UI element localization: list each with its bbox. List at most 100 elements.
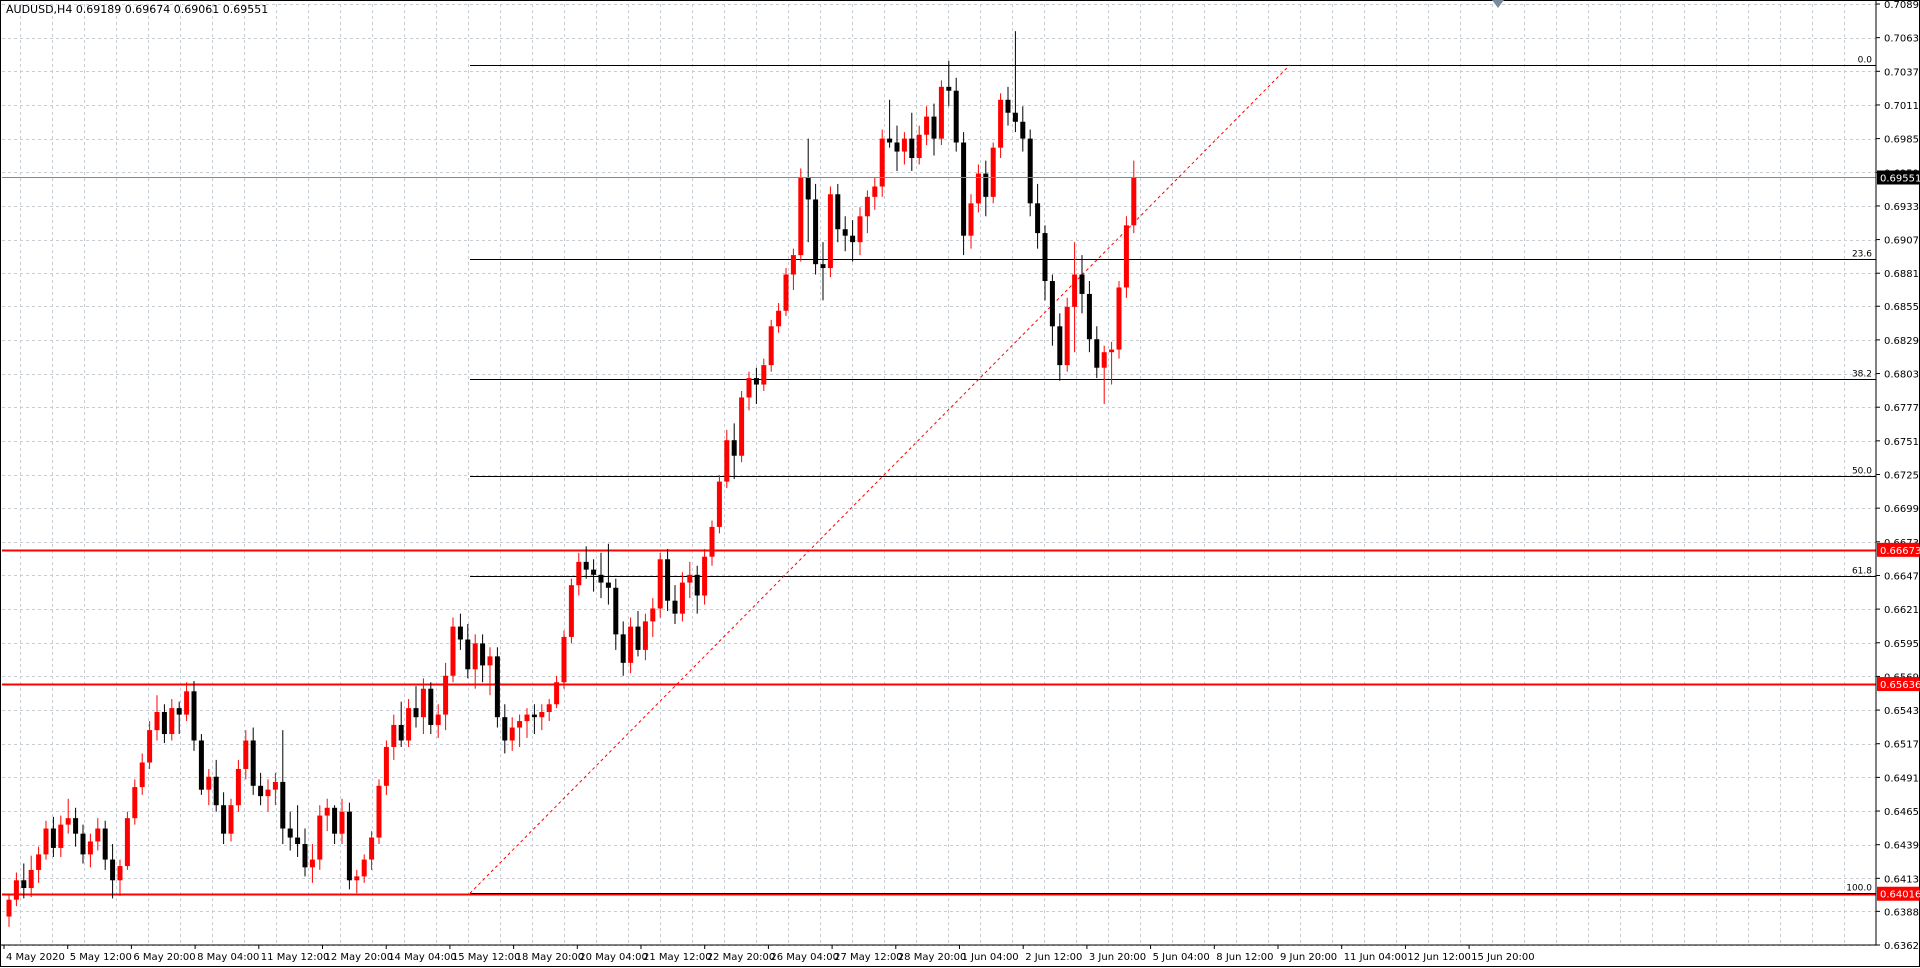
candle — [221, 792, 227, 845]
fib-trend-line[interactable] — [469, 64, 1291, 894]
candle — [724, 429, 730, 489]
time-tick-label: 9 Jun 20:00 — [1280, 952, 1337, 963]
candle-body — [346, 811, 352, 881]
candle — [472, 634, 478, 689]
candle-body — [154, 712, 160, 731]
candle-body — [287, 828, 293, 838]
candle-body — [1109, 349, 1115, 353]
level-price-tag: 0.66673 — [1877, 542, 1920, 557]
candle-body — [110, 859, 116, 881]
candle — [369, 831, 375, 870]
candle — [924, 106, 930, 146]
candle-body — [420, 688, 426, 718]
candle-body — [87, 841, 93, 855]
candle-body — [28, 869, 34, 889]
candle-body — [598, 574, 604, 583]
candle — [398, 701, 404, 747]
price-tick-label: 0.66215 — [1884, 605, 1920, 616]
candle — [598, 552, 604, 599]
candle-body — [369, 837, 375, 860]
candle-body — [58, 824, 64, 848]
candle — [324, 798, 330, 832]
time-axis[interactable]: 4 May 2020 5 May 12:00 6 May 20:00 8 May 04… — [3, 945, 1535, 963]
candle-body — [494, 656, 500, 718]
candle-body — [1079, 274, 1085, 294]
candle-body — [13, 880, 19, 900]
candle-body — [990, 147, 996, 197]
candle — [1101, 345, 1107, 404]
candle-body — [21, 880, 27, 889]
candle — [835, 183, 841, 243]
candle — [1123, 216, 1129, 298]
candle-body — [272, 781, 278, 790]
candle-body — [1012, 112, 1018, 122]
candle — [280, 730, 286, 845]
candle — [1035, 183, 1041, 249]
fibonacci-retracement[interactable]: 0.0 23.6 38.2 50.0 61.8 100.0 — [470, 56, 1876, 894]
time-tick-label: 5 May 12:00 — [70, 952, 132, 963]
candle-body — [924, 116, 930, 135]
time-tick-label: 6 May 20:00 — [133, 952, 195, 963]
candle-body — [213, 776, 219, 806]
candle — [1027, 129, 1033, 217]
candle-body — [813, 199, 819, 265]
candle — [665, 548, 671, 612]
candle-body — [783, 274, 789, 311]
candle — [694, 565, 700, 614]
candle — [1109, 341, 1115, 385]
candle-body — [480, 643, 486, 666]
candle — [790, 248, 796, 291]
candle-body — [961, 142, 967, 236]
candle-body — [857, 216, 863, 243]
time-tick-label: 21 May 12:00 — [643, 952, 712, 963]
candle — [731, 423, 737, 480]
candle — [872, 177, 878, 210]
candle — [613, 578, 619, 650]
candle-body — [716, 481, 722, 527]
candle-body — [354, 876, 360, 881]
candle — [805, 138, 811, 243]
price-tick-label: 0.65175 — [1884, 740, 1920, 751]
candle-body — [650, 608, 656, 622]
candle — [73, 807, 79, 847]
candle-body — [798, 177, 804, 256]
candle — [961, 132, 967, 256]
candle — [827, 186, 833, 278]
candle — [265, 779, 271, 812]
candle-body — [361, 859, 367, 877]
candle — [250, 727, 256, 795]
candle — [813, 183, 819, 275]
candle — [983, 160, 989, 217]
candle-body — [805, 177, 811, 200]
fibonacci-trendline[interactable] — [469, 64, 1291, 894]
candle — [909, 112, 915, 171]
candle — [650, 598, 656, 637]
candle — [931, 103, 937, 156]
candle-body — [1123, 225, 1129, 288]
candle — [346, 802, 352, 890]
candle-body — [176, 708, 182, 715]
candle — [176, 701, 182, 735]
candle-body — [946, 86, 952, 91]
candle-body — [620, 634, 626, 663]
candle — [487, 647, 493, 696]
candle-body — [1094, 339, 1100, 368]
candle — [124, 811, 130, 870]
candle-body — [206, 776, 212, 790]
candle — [1116, 280, 1122, 359]
scroll-marker-icon[interactable] — [1492, 0, 1504, 8]
candle-body — [1035, 203, 1041, 234]
candle-body — [642, 621, 648, 650]
candle — [95, 818, 101, 851]
price-tick-label: 0.64135 — [1884, 874, 1920, 885]
candle-body — [383, 746, 389, 786]
candle-body — [998, 99, 1004, 148]
candle-body — [953, 90, 959, 143]
candle — [450, 617, 456, 683]
time-tick-label: 12 Jun 12:00 — [1407, 952, 1471, 963]
